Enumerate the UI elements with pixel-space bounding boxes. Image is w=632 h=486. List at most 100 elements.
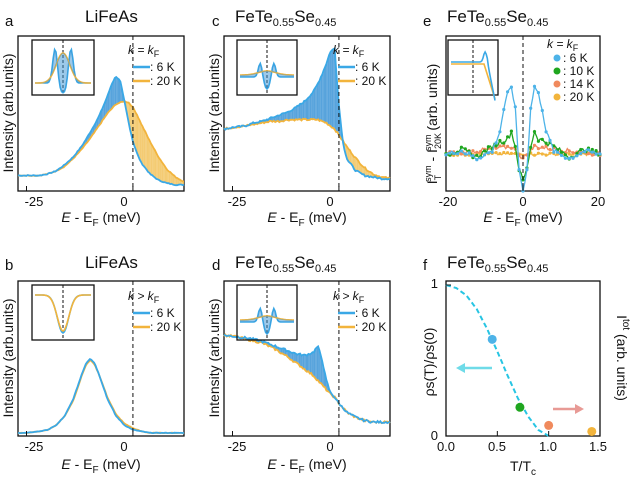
panel-e: e FeTe0.55Se0.45 k = kF : 6 K : 10 K : 1… <box>423 7 605 229</box>
inset-curves-e <box>451 40 496 101</box>
fill-between-c <box>319 77 321 121</box>
data-point-6k-e <box>448 151 452 155</box>
data-point-10k-e <box>579 147 583 152</box>
fill-between-c <box>312 89 314 120</box>
data-point-14k <box>544 420 554 430</box>
legend-label-20k-a: : 20 K <box>150 74 181 88</box>
data-point-14k-e <box>532 143 537 147</box>
fill-between-a <box>107 90 110 113</box>
panel-label-c: c <box>212 13 220 30</box>
ytick-f-0: 0 <box>431 428 438 443</box>
data-point-14k-e <box>479 149 483 154</box>
data-point-20k <box>587 426 597 436</box>
data-point-10k-e <box>463 147 467 151</box>
data-point-6k-e <box>452 151 456 155</box>
fill-between-c <box>279 114 281 123</box>
fill-between-a <box>160 159 162 182</box>
legend-label-6k-b: : 6 K <box>150 306 175 320</box>
xlabel-a: E - EF (meV) <box>61 209 140 229</box>
fill-between-c <box>355 157 357 172</box>
fill-between-d <box>304 354 306 371</box>
fill-between-c <box>326 59 328 125</box>
fill-between-a <box>139 120 142 162</box>
fill-between-a <box>172 174 175 186</box>
title-a: LiFeAs <box>85 7 138 26</box>
legend-label-20k-e: : 20 K <box>563 90 594 104</box>
fill-between-c <box>351 153 353 166</box>
panel-b: b LiFeAs k > kF : 6 K : 20 K -25 0 E - E… <box>0 253 185 476</box>
data-point-6k-e <box>583 150 587 154</box>
fill-between-c <box>329 51 331 127</box>
legend-label-6k-c: : 6 K <box>355 60 380 74</box>
data-point-14k-e <box>590 153 594 157</box>
fill-between-d <box>313 348 316 379</box>
xtick-f-00: 0.0 <box>437 439 455 454</box>
legend-label-20k-b: : 20 K <box>150 320 181 334</box>
inset-fill <box>240 63 294 89</box>
fill-between-a <box>168 171 171 185</box>
data-point-6k-e <box>579 151 583 155</box>
plot-area-e <box>444 36 602 193</box>
fill-between-d <box>302 354 305 369</box>
fill-between-a <box>177 178 179 186</box>
xlabel-e: E - EF (meV) <box>483 209 562 229</box>
inset-series-20k <box>35 294 91 332</box>
plot-frame-c <box>223 35 391 192</box>
data-point-10k-e <box>502 141 506 145</box>
data-point-14k-e <box>586 152 591 156</box>
data-point-14k-e <box>544 144 548 148</box>
fill-between-d <box>305 354 307 372</box>
panel-label-d: d <box>212 257 220 274</box>
data-point-6k-e <box>540 108 544 113</box>
fill-between-a <box>143 129 146 168</box>
fill-between-a <box>138 117 140 160</box>
fill-between-d <box>319 350 321 384</box>
data-point-10k-e <box>590 147 594 152</box>
data-point-20k-e <box>540 152 544 156</box>
fill-between-a <box>154 150 157 179</box>
fill-between-c <box>302 100 305 120</box>
fill-between-a <box>117 78 119 104</box>
data-point-14k-e <box>494 146 498 150</box>
data-point-6k-e <box>459 149 463 153</box>
ylabel-f: ρs(T)/ρs(0) <box>421 328 437 397</box>
arrow-left-cyan <box>456 363 492 373</box>
fill-between-d <box>294 352 296 363</box>
title-f: FeTe0.55Se0.45 <box>447 253 548 275</box>
fill-between-d <box>300 353 302 367</box>
fill-between-c <box>348 149 350 163</box>
xlabel-c: E - EF (meV) <box>267 209 346 229</box>
fill-between-c <box>323 67 325 123</box>
fill-between-c <box>318 80 320 121</box>
data-point-6k-e <box>575 154 579 158</box>
data-point-10k-e <box>475 153 479 157</box>
fill-between-c <box>293 107 295 121</box>
data-point-6k-e <box>506 90 510 94</box>
panel-a: a LiFeAs k = kF : 6 K : 20 K -25 0 E - E… <box>0 7 185 229</box>
legend-label-20k-c: : 20 K <box>355 74 386 88</box>
fill-between-a <box>153 148 155 178</box>
data-point-20k-e <box>498 152 502 156</box>
data-point-10k-e <box>486 145 490 149</box>
inset-curves-a <box>35 40 91 95</box>
data-point-6k-e <box>567 156 571 160</box>
fill-between-c <box>287 111 290 121</box>
fill-between-d <box>312 352 314 377</box>
xtick-e-m20: -20 <box>439 194 458 209</box>
fill-between-a <box>163 163 165 183</box>
fill-between-a <box>167 170 169 184</box>
fill-between-a <box>161 162 164 183</box>
fill-between-a <box>175 177 178 186</box>
data-point-14k-e <box>498 144 502 148</box>
data-point-10k-e <box>498 138 502 143</box>
series-6k-b <box>17 358 185 435</box>
data-point-6k-e <box>532 84 537 88</box>
ytick-f-1: 1 <box>431 276 438 291</box>
plot-frame-d <box>223 280 391 437</box>
data-point-6k-e <box>525 168 529 172</box>
data-point-10k-e <box>559 150 564 154</box>
data-point-14k-e <box>502 143 506 147</box>
fill-between-c <box>284 112 287 121</box>
data-point-10k-e <box>563 153 568 157</box>
title-e: FeTe0.55Se0.45 <box>447 7 548 29</box>
